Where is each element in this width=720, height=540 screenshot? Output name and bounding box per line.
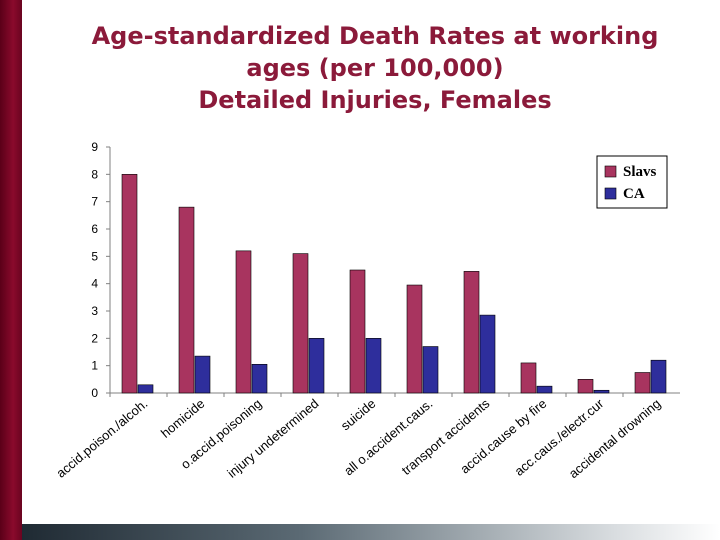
bar-slavs: [406, 284, 423, 394]
bar-slavs: [121, 174, 138, 394]
bar-ca: [593, 389, 610, 394]
bar-slavs: [577, 379, 594, 394]
bar-ca: [536, 385, 553, 394]
chart-bars: [121, 174, 667, 394]
y-tick-label: 0: [91, 386, 98, 400]
bar-slavs: [634, 372, 651, 394]
bar-slavs: [349, 269, 366, 394]
bar-ca: [365, 338, 382, 394]
bar-slavs: [520, 362, 537, 394]
legend-swatch-slavs: [604, 165, 617, 178]
bar-slavs: [178, 206, 195, 394]
title-line-1: Age-standardized Death Rates at working: [91, 22, 659, 50]
bottom-gradient-bar: [22, 524, 720, 540]
legend-label-ca: CA: [623, 186, 645, 202]
y-tick-label: 6: [91, 222, 98, 236]
y-tick-label: 4: [91, 277, 98, 291]
x-tick-label: suicide: [338, 396, 379, 434]
bar-ca: [194, 355, 211, 394]
bar-ca: [479, 314, 496, 394]
bar-ca: [308, 338, 325, 394]
y-tick-label: 9: [91, 140, 98, 154]
legend-box: [596, 155, 668, 209]
x-tick-label: homicide: [158, 396, 208, 441]
y-tick-label: 8: [91, 167, 98, 181]
bar-ca: [137, 384, 154, 394]
y-tick-label: 3: [91, 304, 98, 318]
bar-slavs: [235, 250, 252, 394]
slide-title: Age-standardized Death Rates at working …: [30, 20, 720, 116]
bar-slavs: [292, 253, 309, 394]
bar-ca: [251, 363, 268, 394]
y-tick-label: 2: [91, 331, 98, 345]
bar-slavs: [463, 271, 480, 394]
y-tick-label: 5: [91, 249, 98, 263]
title-line-3: Detailed Injuries, Females: [198, 86, 552, 114]
y-tick-label: 1: [91, 359, 98, 373]
bar-ca: [422, 346, 439, 394]
legend-label-slavs: Slavs: [623, 164, 657, 180]
left-accent-bar: [0, 0, 22, 540]
title-line-2: ages (per 100,000): [246, 54, 504, 82]
bar-ca: [650, 359, 667, 394]
chart-legend: Slavs CA: [596, 155, 668, 209]
x-tick-label: accid.poison./alcoh.: [53, 396, 150, 481]
y-tick-label: 7: [91, 195, 98, 209]
legend-swatch-ca: [604, 187, 617, 200]
